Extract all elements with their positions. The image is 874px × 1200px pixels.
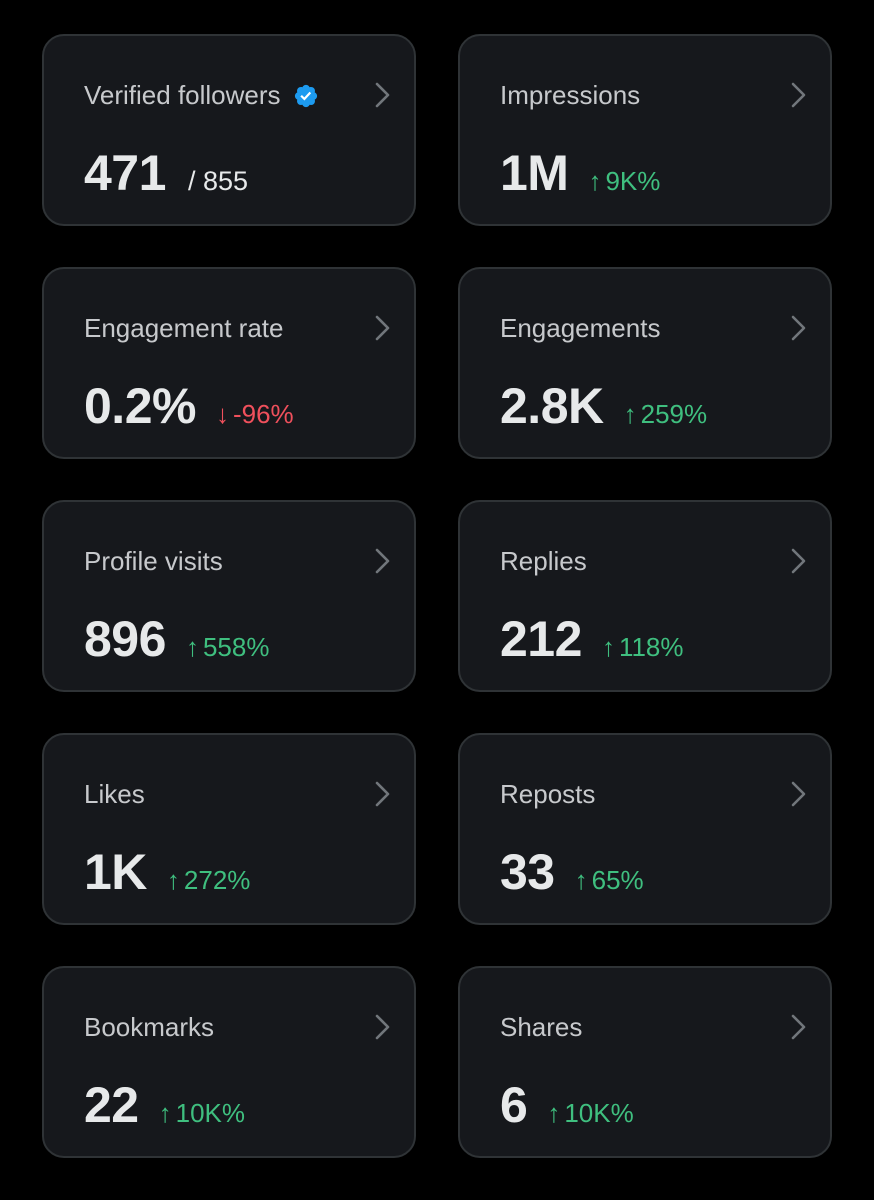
metric-change-value: -96% (232, 399, 294, 429)
metric-label-row: Engagement rate (84, 313, 283, 344)
metric-label-row: Reposts (500, 779, 595, 810)
metric-label-row: Shares (500, 1012, 582, 1043)
metric-label-row: Impressions (500, 80, 640, 111)
metric-change: ↑ 558% (186, 632, 270, 663)
metric-value: 2.8K (500, 378, 604, 434)
metric-change-value: 9K% (605, 166, 661, 196)
metric-label: Engagement rate (84, 313, 284, 343)
metric-card-bookmarks[interactable]: Bookmarks 22 ↑ 10K% (42, 966, 416, 1158)
metric-value: 22 (84, 1077, 139, 1133)
metric-value-row: 22 ↑ 10K% (84, 1076, 245, 1134)
arrow-down-icon: ↓ (215, 399, 229, 429)
metric-card-profile-visits[interactable]: Profile visits 896 ↑ 558% (42, 500, 416, 692)
metric-label: Replies (500, 546, 587, 576)
metric-label-row: Verified followers (84, 80, 319, 111)
chevron-right-icon (372, 80, 394, 110)
metric-value-row: 33 ↑ 65% (500, 843, 644, 901)
metric-change-value: 272% (183, 865, 251, 895)
metric-label-row: Likes (84, 779, 145, 810)
metrics-grid: Verified followers 471 / 855 Impressions… (42, 34, 832, 1158)
metric-card-engagements[interactable]: Engagements 2.8K ↑ 259% (458, 267, 832, 459)
arrow-up-icon: ↑ (185, 632, 199, 662)
metric-card-verified-followers[interactable]: Verified followers 471 / 855 (42, 34, 416, 226)
metric-value-row: 896 ↑ 558% (84, 610, 269, 668)
metric-label: Bookmarks (84, 1012, 215, 1042)
metric-label-row: Profile visits (84, 546, 223, 577)
metric-change: ↑ 118% (602, 632, 684, 663)
metric-change: ↓ -96% (216, 399, 294, 430)
chevron-right-icon (788, 546, 810, 576)
metric-label: Verified followers (84, 80, 281, 110)
metric-value-row: 2.8K ↑ 259% (500, 377, 707, 435)
metric-label: Profile visits (84, 546, 223, 576)
metric-change-value: 10K% (564, 1098, 634, 1128)
metric-total: / 855 (187, 166, 248, 196)
metric-value-row: 6 ↑ 10K% (500, 1076, 634, 1134)
metric-value: 471 (84, 145, 166, 201)
arrow-up-icon: ↑ (588, 166, 602, 196)
arrow-up-icon: ↑ (166, 865, 180, 895)
metric-label-row: Replies (500, 546, 587, 577)
arrow-up-icon: ↑ (158, 1098, 172, 1128)
chevron-right-icon (372, 546, 394, 576)
metric-label: Shares (500, 1012, 583, 1042)
metric-label-row: Bookmarks (84, 1012, 214, 1043)
metric-label-row: Engagements (500, 313, 660, 344)
metric-change: ↑ 9K% (588, 166, 660, 197)
arrow-up-icon: ↑ (574, 865, 588, 895)
metric-card-likes[interactable]: Likes 1K ↑ 272% (42, 733, 416, 925)
metric-value: 1K (84, 844, 147, 900)
metric-value-row: 0.2% ↓ -96% (84, 377, 294, 435)
arrow-up-icon: ↑ (547, 1098, 561, 1128)
metric-value-row: 471 / 855 (84, 144, 248, 202)
metric-change: ↑ 10K% (159, 1098, 245, 1129)
metric-change-value: 558% (202, 632, 270, 662)
metric-card-reposts[interactable]: Reposts 33 ↑ 65% (458, 733, 832, 925)
metric-value: 212 (500, 611, 582, 667)
arrow-up-icon: ↑ (601, 632, 615, 662)
metric-value: 896 (84, 611, 166, 667)
metric-card-impressions[interactable]: Impressions 1M ↑ 9K% (458, 34, 832, 226)
arrow-up-icon: ↑ (623, 399, 637, 429)
metric-label: Impressions (500, 80, 641, 110)
chevron-right-icon (788, 1012, 810, 1042)
chevron-right-icon (788, 779, 810, 809)
metric-value: 6 (500, 1077, 528, 1133)
metric-change-value: 10K% (175, 1098, 246, 1128)
chevron-right-icon (788, 313, 810, 343)
chevron-right-icon (372, 1012, 394, 1042)
metric-change-value: 259% (640, 399, 708, 429)
metric-change: ↑ 259% (624, 399, 708, 430)
metric-value: 1M (500, 145, 569, 201)
metric-label: Reposts (500, 779, 596, 809)
metric-value: 33 (500, 844, 555, 900)
chevron-right-icon (788, 80, 810, 110)
metric-label: Likes (84, 779, 145, 809)
chevron-right-icon (372, 313, 394, 343)
metric-change-value: 118% (618, 632, 684, 662)
metric-card-replies[interactable]: Replies 212 ↑ 118% (458, 500, 832, 692)
chevron-right-icon (372, 779, 394, 809)
metric-card-engagement-rate[interactable]: Engagement rate 0.2% ↓ -96% (42, 267, 416, 459)
metric-value: 0.2% (84, 378, 196, 434)
metric-change-value: 65% (591, 865, 644, 895)
metric-change: ↑ 272% (167, 865, 251, 896)
metric-value-row: 1M ↑ 9K% (500, 144, 660, 202)
metric-change: ↑ 65% (575, 865, 644, 896)
metric-value-row: 1K ↑ 272% (84, 843, 250, 901)
metric-card-shares[interactable]: Shares 6 ↑ 10K% (458, 966, 832, 1158)
metric-change: ↑ 10K% (547, 1098, 633, 1129)
verified-badge-icon (293, 83, 319, 109)
metric-value-row: 212 ↑ 118% (500, 610, 684, 668)
metric-label: Engagements (500, 313, 661, 343)
